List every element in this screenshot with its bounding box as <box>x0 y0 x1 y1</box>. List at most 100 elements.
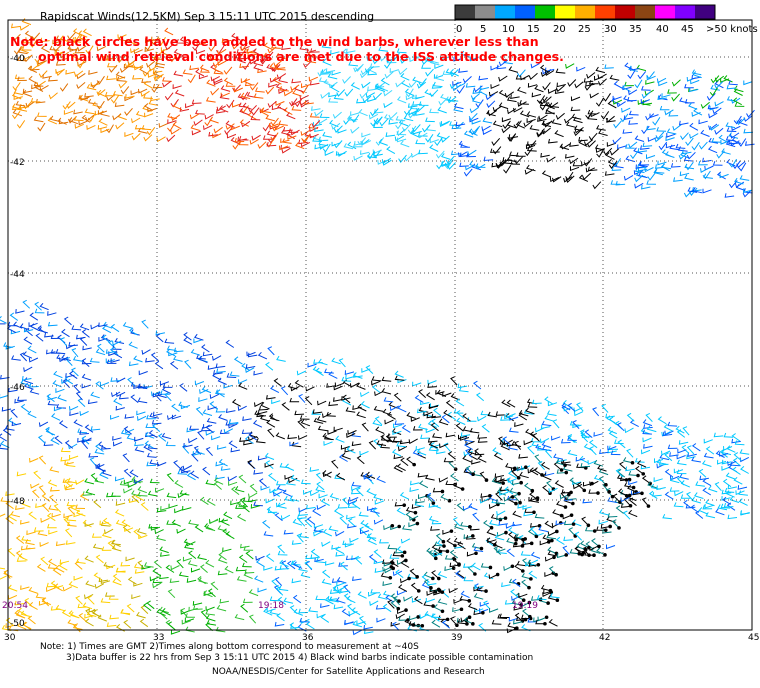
wind-barb <box>601 403 609 413</box>
wind-barb <box>447 96 457 104</box>
wind-barb <box>114 102 125 107</box>
wind-barb <box>449 121 459 127</box>
wind-barb <box>445 432 456 438</box>
wind-barb <box>245 550 254 560</box>
wind-barb <box>146 60 156 68</box>
wind-barb <box>676 476 685 486</box>
wind-barb <box>473 593 484 600</box>
wind-barb <box>572 161 583 167</box>
wind-barb <box>363 629 374 635</box>
wind-barb <box>739 449 750 455</box>
wind-barb <box>372 56 382 65</box>
wind-barb <box>225 339 235 348</box>
wind-barb <box>399 56 409 64</box>
wind-barb <box>425 598 435 603</box>
wind-barb <box>63 316 72 326</box>
wind-barb <box>50 437 60 445</box>
wind-barb <box>413 596 423 605</box>
wind-barb <box>709 124 720 131</box>
wind-barb <box>299 99 309 106</box>
wind-barb <box>332 111 342 119</box>
wind-barb <box>584 551 595 556</box>
wind-barb <box>239 437 249 442</box>
wind-barb <box>275 432 285 440</box>
wind-barb <box>477 434 487 439</box>
wind-barb <box>291 78 301 84</box>
wind-barb <box>253 501 263 507</box>
contamination-dot <box>534 534 539 539</box>
wind-barb <box>74 36 84 42</box>
wind-barb <box>538 114 548 121</box>
wind-barb <box>320 603 330 609</box>
wind-barb <box>46 393 55 402</box>
contamination-dot <box>641 472 646 476</box>
wind-barb <box>698 468 707 478</box>
wind-barb <box>101 55 112 61</box>
wind-barb <box>266 130 277 137</box>
wind-barb <box>622 457 633 464</box>
wind-barb <box>384 419 394 425</box>
wind-barb <box>396 48 407 54</box>
contamination-dot <box>624 478 629 482</box>
wind-barb <box>46 582 57 588</box>
wind-barb <box>346 446 356 454</box>
wind-barb <box>351 501 361 510</box>
wind-barb <box>323 434 334 441</box>
wind-barb <box>717 504 728 511</box>
wind-barb <box>92 543 103 550</box>
wind-barb <box>260 485 270 491</box>
wind-barb <box>548 566 557 576</box>
wind-barb <box>314 557 324 563</box>
wind-barb <box>656 77 667 84</box>
wind-barb <box>244 435 254 444</box>
wind-barb <box>14 398 24 404</box>
contamination-dot <box>413 510 418 515</box>
wind-barb <box>382 566 392 572</box>
wind-barb <box>544 520 554 529</box>
wind-barb <box>522 558 530 568</box>
wind-barb <box>322 131 332 138</box>
wind-barb <box>189 425 199 430</box>
wind-barb <box>698 507 708 515</box>
wind-barb <box>515 121 526 129</box>
wind-barb <box>668 111 679 117</box>
wind-barb <box>84 108 95 115</box>
wind-barb <box>118 35 128 42</box>
wind-barb <box>228 481 238 486</box>
wind-barb <box>573 128 583 137</box>
wind-barb <box>242 416 252 422</box>
wind-barb <box>111 391 121 398</box>
wind-barb <box>130 90 140 96</box>
wind-barb <box>705 512 716 519</box>
wind-barb <box>313 526 324 533</box>
wind-barb <box>646 75 656 81</box>
wind-barb <box>236 576 247 582</box>
wind-barb <box>81 373 92 381</box>
wind-barb <box>604 64 614 69</box>
wind-barb <box>213 69 224 75</box>
wind-barb <box>143 134 153 142</box>
wind-barb <box>426 413 436 419</box>
contamination-dot <box>529 577 533 581</box>
wind-barb <box>654 168 665 174</box>
wind-barb <box>423 601 434 607</box>
wind-barb <box>120 609 131 616</box>
wind-barb <box>88 607 98 613</box>
wind-barb <box>574 126 584 134</box>
wind-barb <box>241 363 251 372</box>
wind-barb <box>254 410 264 417</box>
wind-barb <box>3 342 13 348</box>
wind-barb <box>179 383 188 392</box>
wind-barb <box>407 110 417 119</box>
wind-barb <box>578 174 589 182</box>
wind-barb <box>151 84 160 93</box>
wind-barb <box>98 118 108 126</box>
wind-barb <box>29 39 38 48</box>
wind-barb <box>202 351 213 357</box>
wind-barb <box>77 398 86 407</box>
wind-barb <box>523 511 533 517</box>
wind-barb <box>19 323 30 331</box>
wind-barb <box>357 403 367 412</box>
wind-barb <box>499 477 510 482</box>
